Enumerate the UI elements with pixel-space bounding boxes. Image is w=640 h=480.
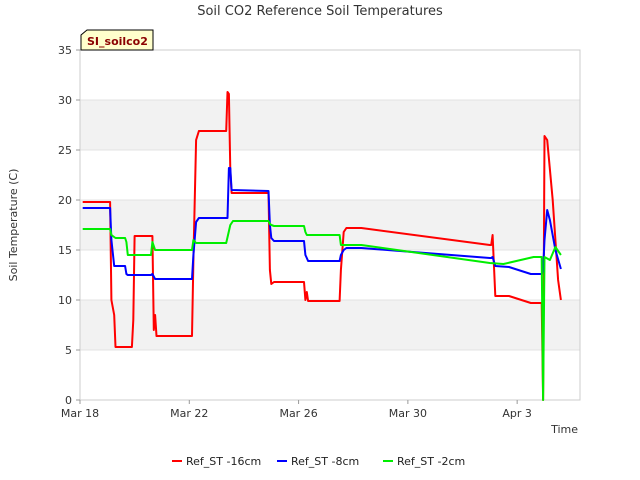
legend-label-2: Ref_ST -2cm bbox=[397, 455, 465, 468]
y-axis: 0 5 10 15 20 25 30 35 bbox=[58, 44, 80, 407]
plot-band-2 bbox=[80, 100, 580, 150]
y-axis-title: Soil Temperature (C) bbox=[7, 169, 20, 282]
plot-bands bbox=[80, 100, 580, 350]
station-badge-box bbox=[80, 29, 154, 51]
x-tick-label-3: Mar 30 bbox=[389, 407, 427, 420]
x-tick-label-0: Mar 18 bbox=[61, 407, 99, 420]
y-tick-label-10: 10 bbox=[58, 294, 72, 307]
legend-label-0: Ref_ST -16cm bbox=[186, 455, 261, 468]
x-tick-label-4: Apr 3 bbox=[502, 407, 532, 420]
station-badge-label: SI_soilco2 bbox=[87, 35, 148, 48]
y-tick-label-20: 20 bbox=[58, 194, 72, 207]
series-line-0 bbox=[82, 91, 562, 401]
y-tick-label-25: 25 bbox=[58, 144, 72, 157]
y-tick-label-0: 0 bbox=[65, 394, 72, 407]
x-tick-label-2: Mar 26 bbox=[279, 407, 317, 420]
legend-label-1: Ref_ST -8cm bbox=[291, 455, 359, 468]
legend-item-1: Ref_ST -8cm bbox=[277, 455, 359, 468]
plot-band-1 bbox=[80, 200, 580, 250]
legend-item-0: Ref_ST -16cm bbox=[172, 455, 261, 468]
x-axis: Mar 18 Mar 22 Mar 26 Mar 30 Apr 3 bbox=[61, 400, 532, 420]
x-axis-title: Time bbox=[550, 423, 578, 436]
station-badge: SI_soilco2 bbox=[80, 29, 154, 51]
y-tick-label-30: 30 bbox=[58, 94, 72, 107]
legend: Ref_ST -16cm Ref_ST -8cm Ref_ST -2cm bbox=[172, 455, 465, 468]
y-tick-label-5: 5 bbox=[65, 344, 72, 357]
series-layer bbox=[82, 91, 562, 401]
plot-band-0 bbox=[80, 300, 580, 350]
series-line-2 bbox=[82, 220, 562, 401]
y-tick-label-35: 35 bbox=[58, 44, 72, 57]
y-tick-label-15: 15 bbox=[58, 244, 72, 257]
x-tick-label-1: Mar 22 bbox=[170, 407, 208, 420]
legend-item-2: Ref_ST -2cm bbox=[383, 455, 465, 468]
plot-frame bbox=[79, 49, 581, 401]
series-line-1 bbox=[82, 167, 562, 280]
chart-title: Soil CO2 Reference Soil Temperatures bbox=[197, 4, 443, 19]
